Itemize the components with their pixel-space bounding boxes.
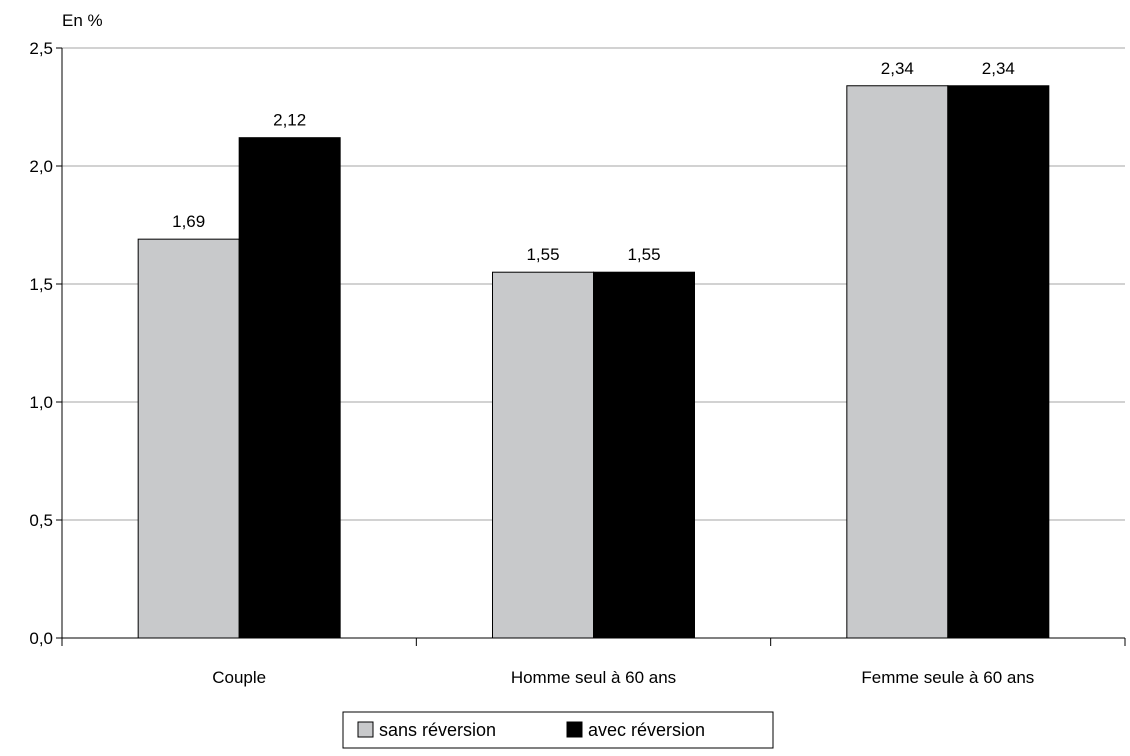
legend: sans réversion avec réversion	[342, 711, 774, 749]
data-label: 2,34	[982, 59, 1015, 78]
y-tick-label: 0,5	[29, 511, 53, 530]
legend-box	[342, 711, 774, 749]
data-label: 1,55	[526, 245, 559, 264]
x-tick-label: Couple	[212, 668, 266, 687]
axes	[61, 48, 1125, 639]
bars	[137, 85, 1050, 639]
bar	[846, 85, 949, 639]
legend-label: avec réversion	[588, 720, 705, 740]
x-tick-label: Homme seul à 60 ans	[511, 668, 676, 687]
data-label: 2,12	[273, 111, 306, 130]
y-tick-label: 1,5	[29, 275, 53, 294]
legend-swatch	[357, 721, 374, 738]
x-tick-label: Femme seule à 60 ans	[861, 668, 1034, 687]
bar	[492, 271, 594, 639]
x-axis-ticks: Couple Homme seul à 60 ans Femme seule à 6…	[61, 638, 1126, 687]
bar	[238, 137, 341, 639]
y-tick-label: 2,0	[29, 157, 53, 176]
y-tick-label: 1,0	[29, 393, 53, 412]
legend-swatch	[566, 721, 583, 738]
data-label: 2,34	[881, 59, 914, 78]
y-axis-ticks: 0,0 0,5 1,0 1,5 2,0 2,5	[29, 39, 62, 648]
bar	[137, 238, 240, 639]
y-tick-label: 2,5	[29, 39, 53, 58]
bar	[947, 85, 1050, 639]
bar	[593, 271, 695, 639]
data-label: 1,55	[627, 245, 660, 264]
data-labels: 1,69 2,12 1,55 1,55 2,34 2,34	[172, 59, 1015, 264]
y-axis-unit-label: En %	[62, 11, 103, 30]
legend-label: sans réversion	[379, 720, 496, 740]
y-tick-label: 0,0	[29, 629, 53, 648]
data-label: 1,69	[172, 212, 205, 231]
